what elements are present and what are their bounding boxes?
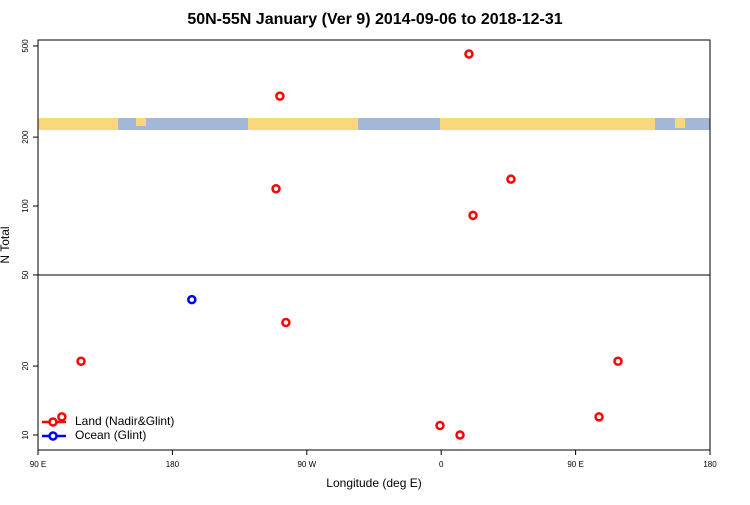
x-tick-label: 180 <box>703 460 717 469</box>
x-tick-label: 90 E <box>30 460 46 469</box>
plot-frame <box>37 39 711 451</box>
x-tick-label: 90 E <box>567 460 583 469</box>
legend-label: Ocean (Glint) <box>75 428 146 442</box>
point <box>613 356 623 366</box>
chart-title: 50N-55N January (Ver 9) 2014-09-06 to 20… <box>187 11 562 28</box>
y-tick-label: 10 <box>21 430 30 439</box>
point <box>435 420 445 431</box>
y-axis-label: N Total <box>0 226 12 263</box>
x-axis-label: Longitude (deg E) <box>326 476 421 490</box>
y-tick-label: 200 <box>21 130 30 144</box>
x-tick-label: 180 <box>166 460 180 469</box>
point <box>455 430 465 440</box>
map-strip <box>38 118 710 130</box>
legend-marker <box>48 417 58 427</box>
legend-marker <box>48 431 58 441</box>
point <box>271 183 281 194</box>
x-tick-label: 90 W <box>297 460 316 469</box>
y-tick-label: 100 <box>21 199 30 213</box>
point <box>275 91 285 101</box>
point <box>464 49 474 59</box>
point <box>187 294 197 305</box>
point <box>468 210 478 221</box>
point <box>506 174 516 184</box>
y-tick-label: 50 <box>21 270 30 279</box>
point <box>594 412 604 422</box>
y-tick-label: 500 <box>21 39 30 53</box>
x-tick-label: 0 <box>439 460 444 469</box>
point <box>281 317 291 328</box>
legend-label: Land (Nadir&Glint) <box>75 414 174 428</box>
point <box>57 412 67 422</box>
y-tick-label: 20 <box>21 361 30 370</box>
point <box>76 356 86 366</box>
